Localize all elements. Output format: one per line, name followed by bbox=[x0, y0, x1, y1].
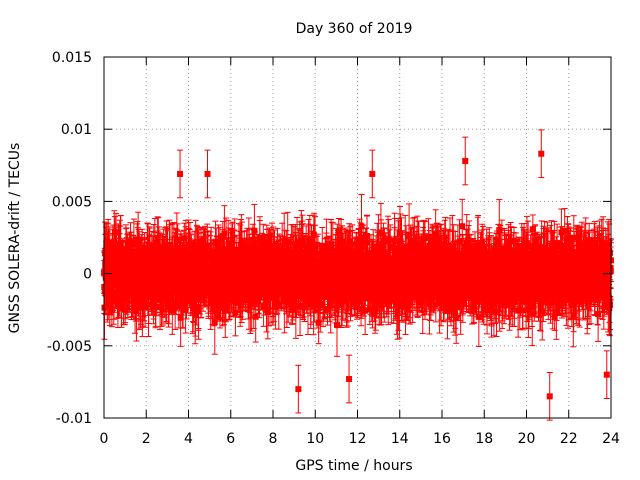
square-marker bbox=[108, 306, 115, 313]
square-marker bbox=[251, 227, 258, 234]
square-marker bbox=[252, 313, 259, 320]
chart-title: Day 360 of 2019 bbox=[296, 21, 413, 37]
square-marker bbox=[136, 287, 143, 294]
square-marker bbox=[133, 306, 140, 313]
square-marker bbox=[114, 303, 121, 310]
square-marker bbox=[149, 284, 156, 291]
square-marker bbox=[128, 248, 135, 255]
data-layer bbox=[101, 129, 614, 421]
square-marker bbox=[135, 292, 142, 299]
square-marker bbox=[130, 241, 137, 248]
square-marker bbox=[137, 300, 144, 307]
square-marker bbox=[122, 295, 129, 302]
square-marker bbox=[118, 305, 125, 312]
square-marker bbox=[135, 237, 142, 244]
square-marker bbox=[117, 240, 124, 247]
square-marker bbox=[152, 295, 159, 302]
